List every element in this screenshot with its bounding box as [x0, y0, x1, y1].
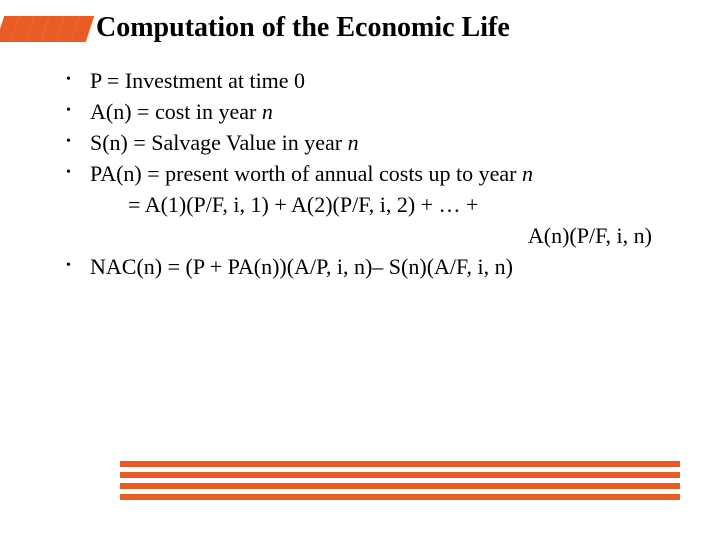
- bullet-text: P = Investment at time 0: [90, 68, 305, 93]
- bullet-var: n: [348, 130, 359, 155]
- slide-title: Computation of the Economic Life: [96, 12, 510, 44]
- bullet-list: P = Investment at time 0 A(n) = cost in …: [62, 66, 692, 188]
- bullet-continuation: = A(1)(P/F, i, 1) + A(2)(P/F, i, 2) + … …: [62, 190, 692, 219]
- stripe: [120, 483, 680, 489]
- bottom-stripe-motif: [120, 456, 680, 500]
- stripe: [120, 461, 680, 467]
- bullet-item: P = Investment at time 0: [62, 66, 692, 95]
- bullet-text: S(n) = Salvage Value in year: [90, 130, 348, 155]
- bullet-text: PA(n) = present worth of annual costs up…: [90, 161, 522, 186]
- stripe: [120, 494, 680, 500]
- bullet-item: S(n) = Salvage Value in year n: [62, 128, 692, 157]
- bullet-item: NAC(n) = (P + PA(n))(A/P, i, n)– S(n)(A/…: [62, 252, 692, 281]
- bullet-var: n: [262, 99, 273, 124]
- slide-content: P = Investment at time 0 A(n) = cost in …: [62, 66, 692, 283]
- stripe: [120, 472, 680, 478]
- slide: Computation of the Economic Life P = Inv…: [0, 0, 720, 540]
- bullet-item: PA(n) = present worth of annual costs up…: [62, 159, 692, 188]
- bullet-text: A(n) = cost in year: [90, 99, 262, 124]
- bullet-text: NAC(n) = (P + PA(n))(A/P, i, n)– S(n)(A/…: [90, 254, 513, 279]
- top-parallelogram-motif: [0, 16, 90, 42]
- bullet-continuation: A(n)(P/F, i, n): [62, 221, 692, 250]
- bullet-list: NAC(n) = (P + PA(n))(A/P, i, n)– S(n)(A/…: [62, 252, 692, 281]
- bullet-item: A(n) = cost in year n: [62, 97, 692, 126]
- bullet-var: n: [522, 161, 533, 186]
